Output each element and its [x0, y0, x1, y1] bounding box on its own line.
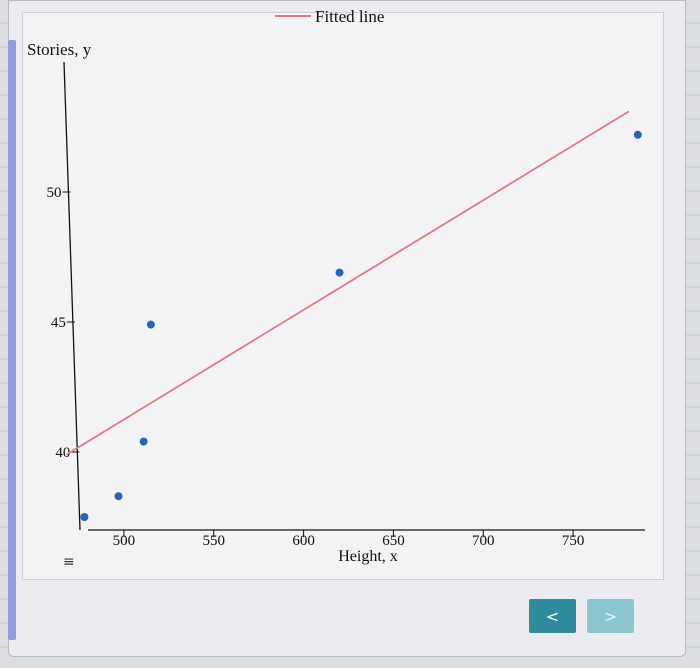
next-button[interactable]: >	[587, 599, 634, 633]
x-tick-label: 600	[292, 533, 315, 549]
data-point	[146, 320, 155, 329]
fitted-line	[65, 110, 630, 456]
legend-label: Fitted line	[315, 7, 384, 26]
y-tick-label: 45	[51, 315, 66, 331]
y-tick-label: 40	[55, 445, 70, 461]
x-tick-label: 700	[472, 533, 495, 549]
x-tick-label: 650	[382, 533, 405, 549]
data-point	[139, 437, 148, 446]
menu-icon[interactable]: ≡	[63, 554, 75, 570]
data-point	[80, 513, 89, 521]
data-point	[335, 268, 344, 277]
data-point	[633, 130, 642, 139]
x-tick-label: 750	[562, 533, 585, 549]
plot-frame	[22, 12, 664, 580]
legend: Fitted line	[275, 7, 384, 26]
x-axis-label: Height, x	[338, 548, 398, 565]
previous-button[interactable]: <	[529, 599, 576, 633]
x-tick-label: 550	[203, 533, 226, 549]
y-tick-label: 50	[46, 185, 61, 201]
ticks: 500 550 600 650 700 750 40 45 50	[46, 185, 584, 549]
data-point	[114, 492, 123, 501]
series	[65, 110, 642, 521]
y-axis-label: Stories, y	[27, 40, 92, 59]
panel-accent-bar	[8, 40, 16, 640]
axes	[63, 61, 645, 531]
x-tick-label: 500	[113, 533, 136, 549]
